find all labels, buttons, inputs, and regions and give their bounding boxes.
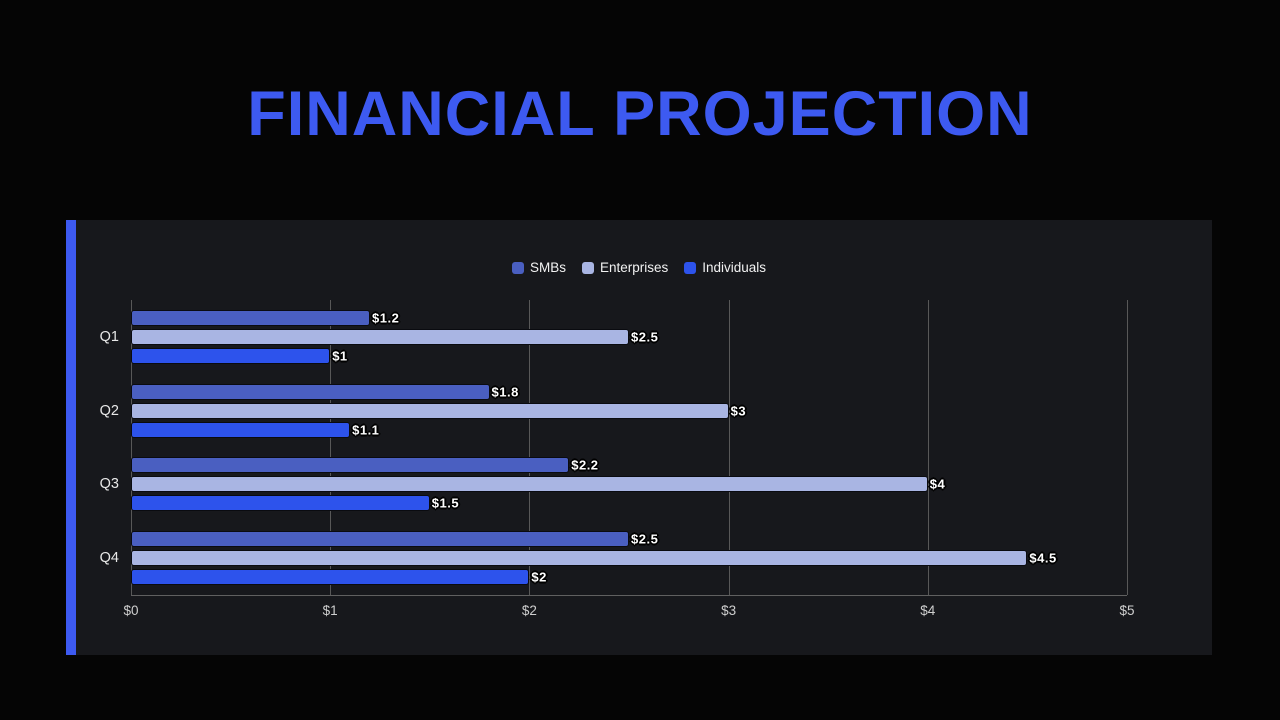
- bar-group-q2: Q2 $1.8 $3 $1.1: [100, 374, 1127, 448]
- bar-track: $2.5: [131, 531, 1127, 548]
- x-axis: $0 $1 $2 $3 $4 $5: [123, 603, 1134, 623]
- bar-individuals-q2[interactable]: $1.1: [131, 421, 379, 438]
- bar-track: $1: [131, 347, 1127, 364]
- gridline: [330, 300, 332, 595]
- x-tick-label: $4: [920, 603, 936, 618]
- bar-value-label: $1.1: [352, 422, 380, 438]
- x-tick-label: $5: [1119, 603, 1135, 618]
- bar-value-label: $1: [332, 348, 348, 364]
- legend-item-individuals[interactable]: Individuals: [684, 260, 766, 275]
- gridline: [131, 300, 132, 595]
- bar-value-label: $2.5: [631, 531, 659, 547]
- bar-value-label: $2.2: [571, 457, 599, 473]
- gridline: [927, 300, 929, 595]
- bar-group-q1: Q1 $1.2 $2.5 $1: [100, 300, 1127, 374]
- legend-label: Enterprises: [599, 260, 669, 275]
- bar-track: $3: [131, 402, 1127, 419]
- legend-label: Individuals: [702, 260, 767, 275]
- bar-enterprises-q4[interactable]: $4.5: [131, 550, 1056, 567]
- bar-group-q4: Q4 $2.5 $4.5 $2: [100, 521, 1127, 595]
- chart-legend: SMBs Enterprises Individuals: [66, 260, 1212, 275]
- x-tick-label: $2: [521, 603, 537, 618]
- chart-panel: SMBs Enterprises Individuals Q1 $1.2 $2.5 $1 Q…: [66, 220, 1212, 655]
- bar-individuals-q3[interactable]: $1.5: [131, 495, 459, 512]
- bar-group-q3: Q3 $2.2 $4 $1.5: [100, 448, 1127, 522]
- bar-track: $2.2: [131, 457, 1127, 474]
- gridline: [1127, 300, 1128, 595]
- legend-swatch: [684, 261, 697, 274]
- bar-smbs-q3[interactable]: $2.2: [131, 457, 598, 474]
- bar-track: $1.1: [131, 421, 1127, 438]
- bar-track: $1.5: [131, 495, 1127, 512]
- y-category-label: Q4: [99, 550, 119, 567]
- y-category-label: Q2: [99, 402, 119, 419]
- bar-value-label: $1.5: [431, 495, 460, 511]
- bar-track: $2.5: [131, 328, 1127, 345]
- y-category-label: Q3: [99, 476, 119, 493]
- x-tick-label: $3: [721, 603, 737, 618]
- bar-value-label: $1.2: [372, 310, 400, 326]
- bar-track: $4.5: [131, 550, 1127, 567]
- bar-track: $4: [131, 476, 1127, 493]
- bar-enterprises-q2[interactable]: $3: [131, 402, 746, 419]
- accent-stripe: [66, 220, 76, 655]
- bar-individuals-q4[interactable]: $2: [131, 569, 546, 586]
- legend-item-smbs[interactable]: SMBs: [511, 260, 566, 275]
- bar-smbs-q4[interactable]: $2.5: [131, 531, 658, 548]
- bar-track: $1.2: [131, 309, 1127, 326]
- bar-enterprises-q3[interactable]: $4: [131, 476, 945, 493]
- bar-value-label: $2.5: [631, 329, 659, 345]
- bar-value-label: $3: [730, 403, 747, 419]
- x-tick-label: $1: [322, 603, 338, 618]
- bar-value-label: $4: [929, 476, 946, 492]
- bar-value-label: $2: [531, 569, 547, 585]
- bar-smbs-q1[interactable]: $1.2: [131, 309, 399, 326]
- x-tick-label: $0: [123, 603, 139, 618]
- legend-item-enterprises[interactable]: Enterprises: [581, 260, 669, 275]
- y-category-label: Q1: [99, 328, 119, 345]
- bar-track: $2: [131, 569, 1127, 586]
- gridline: [728, 300, 730, 595]
- plot-area: Q1 $1.2 $2.5 $1 Q2 $1.8 $3 $1.1 Q3 $2.2 $4 $1.5 Q4 $2…: [100, 300, 1128, 596]
- bar-track: $1.8: [131, 383, 1127, 400]
- bar-value-label: $1.8: [491, 384, 519, 400]
- legend-swatch: [581, 261, 594, 274]
- bar-individuals-q1[interactable]: $1: [131, 347, 347, 364]
- page-title: FINANCIAL PROJECTION: [247, 79, 1033, 149]
- gridline: [529, 300, 531, 595]
- bar-value-label: $4.5: [1029, 550, 1057, 566]
- bar-enterprises-q1[interactable]: $2.5: [131, 328, 658, 345]
- legend-swatch: [511, 261, 524, 274]
- legend-label: SMBs: [529, 260, 566, 275]
- bar-smbs-q2[interactable]: $1.8: [131, 383, 518, 400]
